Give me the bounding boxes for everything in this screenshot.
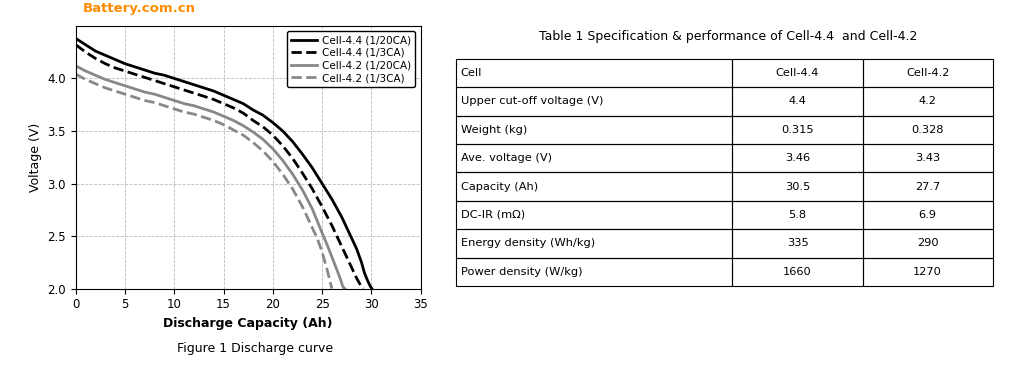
Bar [456,229,733,258]
Bar [862,87,993,115]
Bar [733,172,862,201]
X-axis label: Discharge Capacity (Ah): Discharge Capacity (Ah) [164,317,333,330]
Text: 1660: 1660 [784,267,812,277]
Bar [733,229,862,258]
Text: 335: 335 [787,238,809,248]
Bar [733,258,862,286]
Bar [862,59,993,87]
Text: 27.7: 27.7 [915,182,940,192]
Bar [456,201,733,229]
Bar [862,229,993,258]
Text: Cell: Cell [461,68,482,78]
Text: Cell-4.4: Cell-4.4 [775,68,819,78]
Text: 1270: 1270 [913,267,942,277]
Text: 4.2: 4.2 [919,96,936,106]
Text: Capacity (Ah): Capacity (Ah) [461,182,538,192]
Legend: Cell-4.4 (1/20CA), Cell-4.4 (1/3CA), Cell-4.2 (1/20CA), Cell-4.2 (1/3CA): Cell-4.4 (1/20CA), Cell-4.4 (1/3CA), Cel… [287,31,416,87]
Bar [733,201,862,229]
Bar [456,172,733,201]
Text: 4.4: 4.4 [789,96,807,106]
Text: Energy density (Wh/kg): Energy density (Wh/kg) [461,238,594,248]
Text: 290: 290 [917,238,938,248]
Text: 3.43: 3.43 [915,153,940,163]
Text: Battery.com.cn: Battery.com.cn [83,2,196,16]
Bar [456,144,733,172]
Text: Table 1 Specification & performance of Cell-4.4  and Cell-4.2: Table 1 Specification & performance of C… [539,30,918,43]
Text: Figure 1 Discharge curve: Figure 1 Discharge curve [177,342,334,355]
Bar [733,115,862,144]
Bar [862,258,993,286]
Text: Cell-4.2: Cell-4.2 [906,68,949,78]
Bar [456,115,733,144]
Bar [456,87,733,115]
Text: Power density (W/kg): Power density (W/kg) [461,267,582,277]
Text: 5.8: 5.8 [789,210,807,220]
Bar [456,258,733,286]
Bar [862,115,993,144]
Bar [733,59,862,87]
Text: Ave. voltage (V): Ave. voltage (V) [461,153,552,163]
Bar [456,59,733,87]
Text: 6.9: 6.9 [919,210,936,220]
Text: 0.315: 0.315 [782,125,814,135]
Text: 3.46: 3.46 [785,153,810,163]
Text: DC-IR (mΩ): DC-IR (mΩ) [461,210,525,220]
Text: 30.5: 30.5 [785,182,810,192]
Bar [733,144,862,172]
Text: Upper cut-off voltage (V): Upper cut-off voltage (V) [461,96,603,106]
Text: 0.328: 0.328 [911,125,944,135]
Bar [862,144,993,172]
Bar [733,87,862,115]
Y-axis label: Voltage (V): Voltage (V) [29,122,41,192]
Bar [862,201,993,229]
Bar [862,172,993,201]
Text: Weight (kg): Weight (kg) [461,125,527,135]
